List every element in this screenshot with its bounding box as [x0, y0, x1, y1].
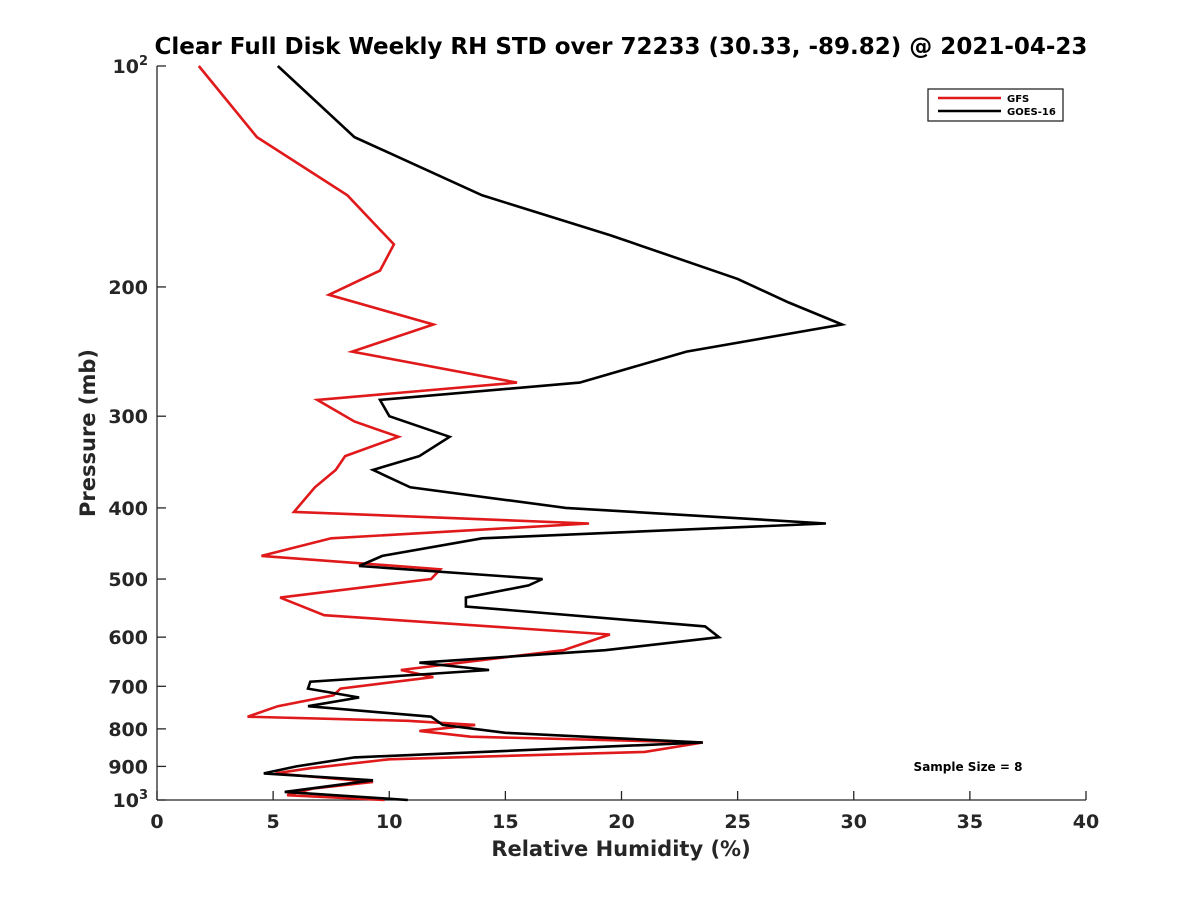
- chart-title: Clear Full Disk Weekly RH STD over 72233…: [155, 34, 1088, 60]
- legend-box: [927, 88, 1064, 122]
- y-tick-label: 600: [108, 627, 148, 649]
- series-line-gfs: [197, 65, 704, 802]
- series-lines: [197, 65, 847, 802]
- x-tick-label: 5: [267, 811, 280, 833]
- axes: 0 5 10 15 20 25 30 35 40 102 200 300 400 500 600 700 800…: [108, 54, 1099, 833]
- x-tick-label: 0: [150, 811, 163, 833]
- x-tick-label: 35: [957, 811, 983, 833]
- sample-size-annotation: Sample Size = 8: [914, 760, 1023, 774]
- x-tick-label: 25: [724, 811, 750, 833]
- x-tick-label: 30: [841, 811, 867, 833]
- y-axis-label: Pressure (mb): [76, 349, 100, 517]
- y-tick-label: 400: [108, 498, 148, 520]
- x-tick-label: 40: [1073, 811, 1099, 833]
- legend: GFS GOES-16: [927, 88, 1064, 122]
- y-tick-label: 800: [108, 719, 148, 741]
- y-tick-label: 700: [108, 676, 148, 698]
- y-tick-label: 102: [113, 54, 149, 78]
- y-tick-label: 900: [108, 756, 148, 778]
- x-tick-label: 10: [376, 811, 402, 833]
- y-tick-label: 103: [113, 788, 149, 812]
- y-tick-label: 300: [108, 406, 148, 428]
- y-tick-label: 500: [108, 569, 148, 591]
- legend-label: GFS: [1007, 94, 1029, 105]
- series-line-goes-16: [263, 65, 847, 802]
- legend-label: GOES-16: [1007, 107, 1056, 118]
- x-tick-label: 15: [492, 811, 518, 833]
- x-tick-label: 20: [608, 811, 634, 833]
- y-tick-label: 200: [108, 277, 148, 299]
- x-axis-label: Relative Humidity (%): [491, 837, 750, 861]
